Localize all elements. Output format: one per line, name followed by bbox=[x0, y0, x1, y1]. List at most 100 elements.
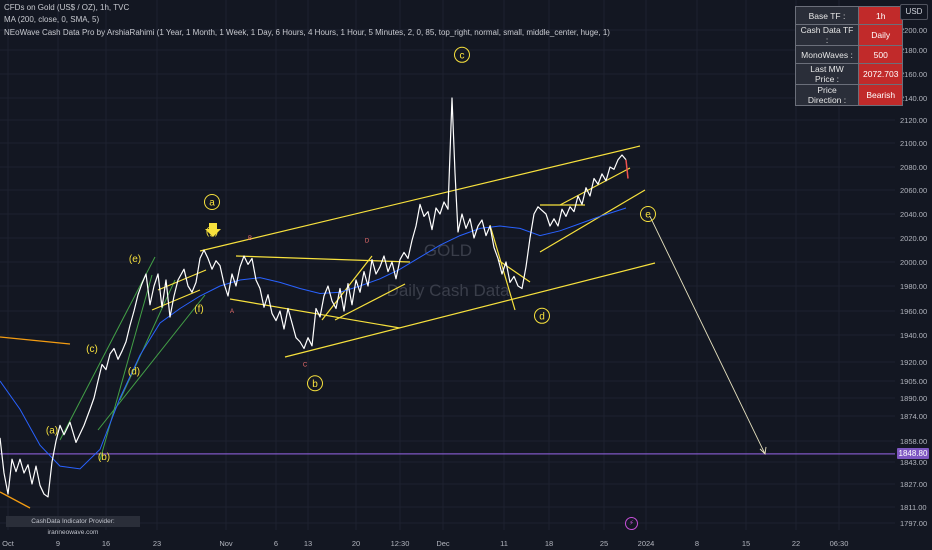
info-row-last-mw-price: Last MW Price : 2072.703 bbox=[795, 63, 904, 85]
wave-label-circle bbox=[534, 307, 550, 324]
channel-line bbox=[559, 167, 631, 206]
channel-line bbox=[489, 224, 516, 311]
y-tick-label: 1890.00 bbox=[900, 394, 927, 403]
y-tick-label: 1960.00 bbox=[900, 307, 927, 316]
x-tick-label: 20 bbox=[352, 539, 360, 548]
channel-line bbox=[151, 289, 201, 311]
y-tick-label: 1858.00 bbox=[900, 437, 927, 446]
y-tick-label: 2140.00 bbox=[900, 94, 927, 103]
x-tick-label: 06:30 bbox=[830, 539, 849, 548]
x-tick-label: 16 bbox=[102, 539, 110, 548]
wave-label: A bbox=[230, 309, 234, 315]
info-value: 1h bbox=[857, 6, 904, 25]
lightning-icon[interactable]: ⚡ bbox=[625, 517, 638, 530]
wave-label-circle bbox=[307, 375, 323, 392]
price-line bbox=[0, 97, 627, 498]
wave-label: e bbox=[645, 210, 651, 221]
wave-label: (b) bbox=[98, 452, 110, 463]
wave-label: (g) bbox=[206, 226, 218, 237]
orange-trendline bbox=[0, 491, 31, 509]
projection-line bbox=[649, 216, 766, 455]
current-price-tag: 1848.80 bbox=[897, 448, 929, 459]
info-key: Price Direction : bbox=[795, 84, 859, 106]
info-value: 500 bbox=[857, 45, 904, 64]
y-tick-label: 2160.00 bbox=[900, 70, 927, 79]
wave-label-circle bbox=[204, 194, 220, 210]
y-tick-label: 1843.00 bbox=[900, 458, 927, 467]
projection-arrowhead bbox=[759, 446, 767, 455]
wave-trendline bbox=[99, 274, 153, 461]
y-tick-label: 2020.00 bbox=[900, 234, 927, 243]
y-tick-label: 1797.00 bbox=[900, 519, 927, 528]
y-tick-label: 2000.00 bbox=[900, 258, 927, 267]
channel-line bbox=[235, 255, 411, 263]
channel-line bbox=[497, 259, 531, 283]
wave-label: (a) bbox=[46, 426, 58, 437]
wave-label: B bbox=[248, 236, 252, 242]
channel-line bbox=[199, 145, 641, 252]
y-tick-label: 2060.00 bbox=[900, 186, 927, 195]
wave-label: b bbox=[312, 379, 318, 390]
y-tick-label: 1874.00 bbox=[900, 412, 927, 421]
wave-label: a bbox=[209, 198, 215, 209]
x-tick-label: 15 bbox=[742, 539, 750, 548]
x-tick-label: 2024 bbox=[638, 539, 655, 548]
last-candle-mark bbox=[625, 159, 629, 179]
cash-data-info-table: Base TF : 1h Cash Data TF : Daily MonoWa… bbox=[795, 6, 904, 106]
down-arrow-icon bbox=[205, 223, 221, 237]
ma-line bbox=[0, 207, 627, 470]
x-tick-label: Dec bbox=[436, 539, 450, 548]
y-tick-label: 2180.00 bbox=[900, 46, 927, 55]
info-row-price-direction: Price Direction : Bearish bbox=[795, 84, 904, 106]
wave-label-circle bbox=[454, 46, 470, 63]
currency-button[interactable]: USD bbox=[900, 4, 928, 20]
x-tick-label: 11 bbox=[500, 539, 508, 548]
x-tick-label: 12:30 bbox=[391, 539, 410, 548]
x-tick-label: 22 bbox=[792, 539, 800, 548]
orange-trendline bbox=[0, 336, 71, 345]
y-tick-label: 1811.00 bbox=[900, 503, 927, 512]
wave-trendline bbox=[59, 256, 156, 441]
y-tick-label: 1905.00 bbox=[900, 377, 927, 386]
x-tick-label: 6 bbox=[274, 539, 278, 548]
watermark-subtitle: Daily Cash Data bbox=[387, 281, 510, 300]
provider-label: CashData Indicator Provider: iranneowave… bbox=[6, 516, 140, 536]
channel-line bbox=[539, 189, 646, 253]
wave-label: (c) bbox=[86, 344, 98, 355]
y-tick-label: 1940.00 bbox=[900, 331, 927, 340]
x-tick-label: 9 bbox=[56, 539, 60, 548]
wave-label: (f) bbox=[194, 304, 203, 315]
chart-title: CFDs on Gold (US$ / OZ), 1h, TVC bbox=[4, 3, 130, 12]
wave-label: d bbox=[539, 311, 545, 322]
x-tick-label: Nov bbox=[219, 539, 233, 548]
wave-label: (d) bbox=[128, 366, 140, 377]
wave-label: D bbox=[365, 238, 370, 244]
wave-label: C bbox=[303, 363, 308, 369]
channel-line bbox=[284, 262, 656, 358]
info-value: Daily bbox=[857, 24, 904, 46]
x-tick-label: 8 bbox=[695, 539, 699, 548]
x-tick-label: 13 bbox=[304, 539, 312, 548]
channel-line bbox=[334, 283, 406, 321]
info-key: Base TF : bbox=[795, 6, 859, 25]
y-tick-label: 2120.00 bbox=[900, 116, 927, 125]
info-value: Bearish bbox=[857, 84, 904, 106]
y-tick-label: 2080.00 bbox=[900, 163, 927, 172]
y-tick-label: 2200.00 bbox=[900, 26, 927, 35]
watermark-symbol: GOLD bbox=[424, 241, 472, 260]
neowave-indicator-legend[interactable]: NEoWave Cash Data Pro by ArshiaRahimi (1… bbox=[4, 28, 610, 37]
y-tick-label: 1827.00 bbox=[900, 480, 927, 489]
info-key: Cash Data TF : bbox=[795, 24, 859, 46]
y-tick-label: 2040.00 bbox=[900, 210, 927, 219]
info-key: MonoWaves : bbox=[795, 45, 859, 64]
y-tick-label: 1980.00 bbox=[900, 282, 927, 291]
wave-label: c bbox=[460, 50, 465, 61]
y-tick-label: 2100.00 bbox=[900, 139, 927, 148]
info-key: Last MW Price : bbox=[795, 63, 859, 85]
x-tick-label: 18 bbox=[545, 539, 553, 548]
info-row-monowaves: MonoWaves : 500 bbox=[795, 45, 904, 64]
ma-indicator-legend[interactable]: MA (200, close, 0, SMA, 5) bbox=[4, 15, 100, 24]
info-row-base-tf: Base TF : 1h bbox=[795, 6, 904, 25]
x-tick-label: 23 bbox=[153, 539, 161, 548]
